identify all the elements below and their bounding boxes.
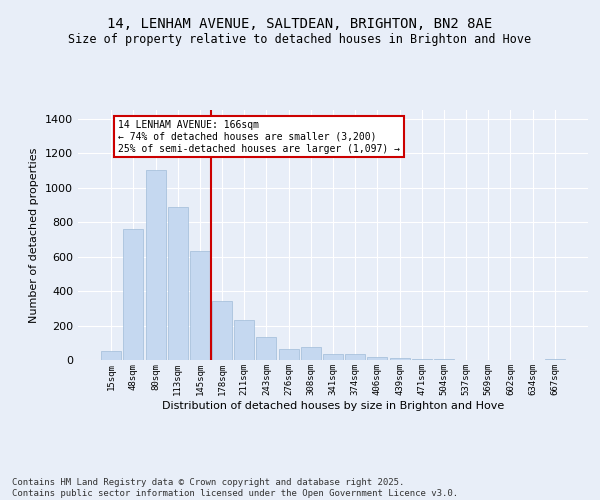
Bar [345, 354, 365, 360]
Bar [256, 336, 277, 360]
Bar [124, 229, 143, 360]
Bar [146, 170, 166, 360]
Bar [367, 356, 388, 360]
Text: 14 LENHAM AVENUE: 166sqm
← 74% of detached houses are smaller (3,200)
25% of sem: 14 LENHAM AVENUE: 166sqm ← 74% of detach… [118, 120, 400, 154]
Bar [101, 350, 121, 360]
Bar [278, 349, 299, 360]
Bar [234, 320, 254, 360]
Y-axis label: Number of detached properties: Number of detached properties [29, 148, 40, 322]
Bar [545, 358, 565, 360]
Bar [212, 300, 232, 360]
Bar [389, 358, 410, 360]
Text: Contains HM Land Registry data © Crown copyright and database right 2025.
Contai: Contains HM Land Registry data © Crown c… [12, 478, 458, 498]
Bar [190, 252, 210, 360]
Bar [168, 206, 188, 360]
X-axis label: Distribution of detached houses by size in Brighton and Hove: Distribution of detached houses by size … [162, 400, 504, 410]
Text: Size of property relative to detached houses in Brighton and Hove: Size of property relative to detached ho… [68, 32, 532, 46]
Bar [412, 359, 432, 360]
Bar [323, 354, 343, 360]
Bar [301, 347, 321, 360]
Text: 14, LENHAM AVENUE, SALTDEAN, BRIGHTON, BN2 8AE: 14, LENHAM AVENUE, SALTDEAN, BRIGHTON, B… [107, 18, 493, 32]
